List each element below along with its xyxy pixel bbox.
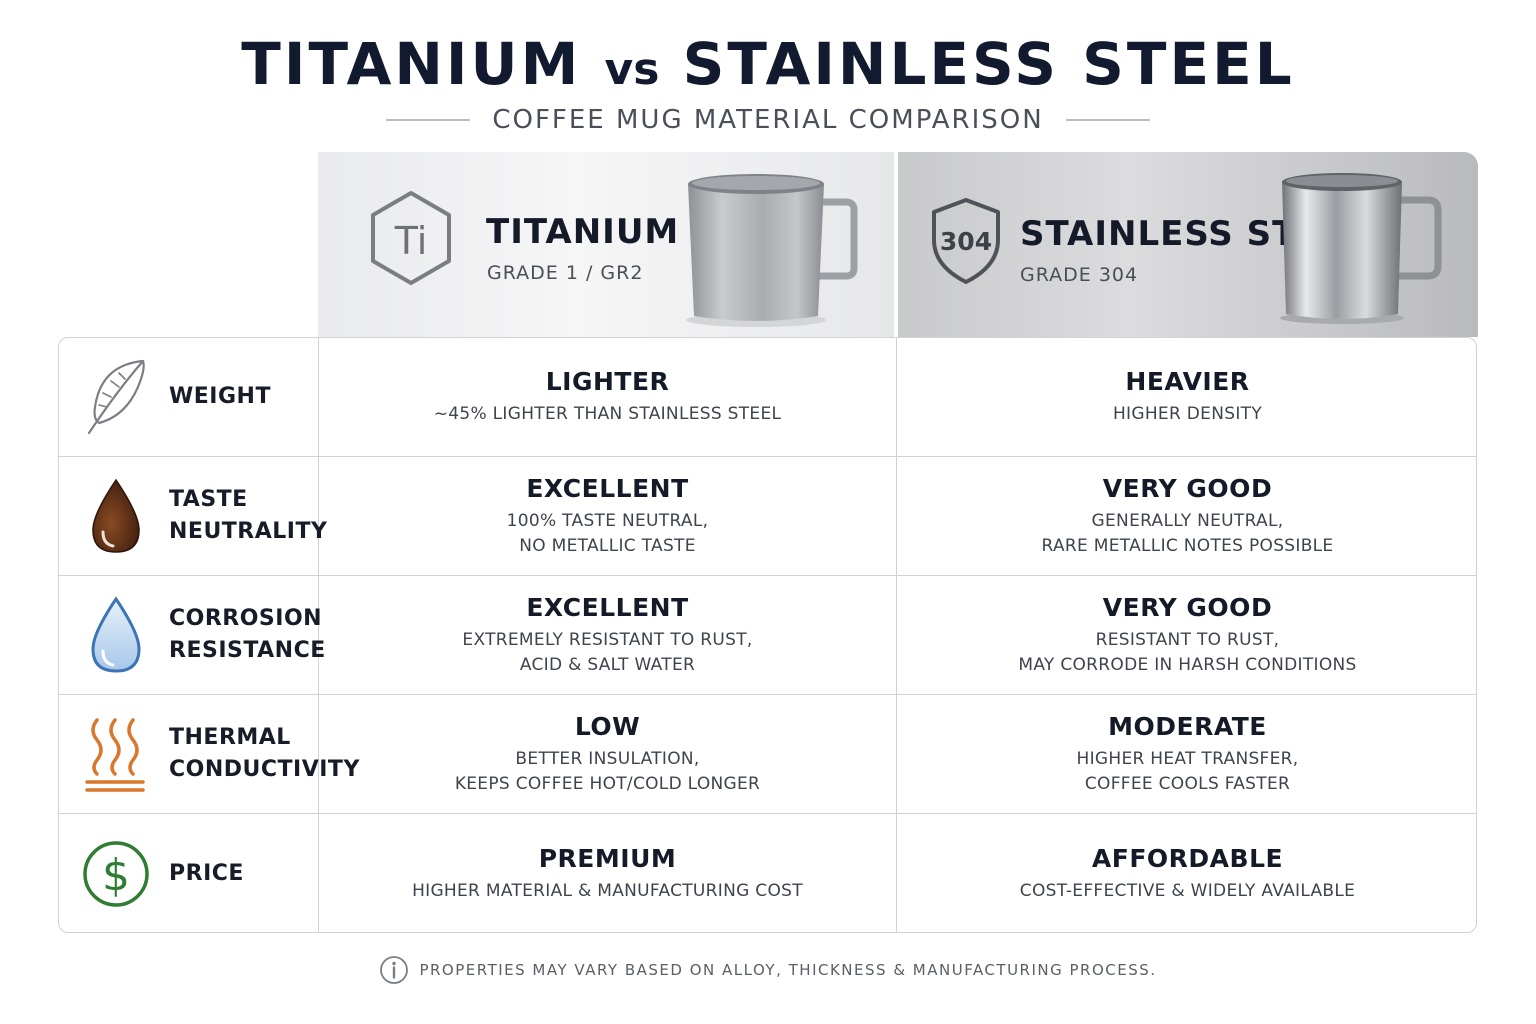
titanium-name: TITANIUM <box>486 212 680 252</box>
title-titanium: TITANIUM <box>241 30 582 98</box>
property-label: WEIGHT <box>169 384 271 409</box>
info-icon <box>380 956 409 984</box>
heat-waves-icon <box>85 718 145 792</box>
page-subtitle: COFFEE MUG MATERIAL COMPARISON <box>492 105 1044 135</box>
property-label: TASTE NEUTRALITY <box>169 487 328 544</box>
stainless-value-cell: HEAVIER HIGHER DENSITY <box>897 338 1476 456</box>
table-row-corrosion-resistance: CORROSION RESISTANCE EXCELLENT EXTREMELY… <box>59 576 1476 695</box>
titanium-rating: PREMIUM <box>538 844 677 873</box>
stainless-detail: HIGHER HEAT TRANSFER, COFFEE COOLS FASTE… <box>1076 748 1299 794</box>
titanium-detail: 100% TASTE NEUTRAL, NO METALLIC TASTE <box>506 510 709 556</box>
stainless-rating: MODERATE <box>1108 711 1267 741</box>
stainless-detail: HIGHER DENSITY <box>1112 404 1263 424</box>
property-cell: TASTE NEUTRALITY <box>59 457 327 575</box>
comparison-table: WEIGHT LIGHTER ~45% LIGHTER THAN STAINLE… <box>58 337 1477 933</box>
subtitle-divider-left <box>386 119 471 121</box>
svg-text:$: $ <box>102 850 130 901</box>
property-label: THERMAL CONDUCTIVITY <box>169 725 360 782</box>
title-stainless: STAINLESS STEEL <box>682 30 1295 98</box>
stainless-rating: VERY GOOD <box>1102 592 1273 622</box>
titanium-hexagon-icon: Ti <box>371 191 451 285</box>
header-titanium: Ti TITANIUM GRADE 1 / GR2 <box>318 152 894 337</box>
stainless-detail: GENERALLY NEUTRAL, RARE METALLIC NOTES P… <box>1041 510 1334 556</box>
coffee-drop-icon <box>92 478 140 553</box>
water-drop-icon <box>91 596 141 673</box>
property-cell: THERMAL CONDUCTIVITY <box>59 695 359 813</box>
titanium-detail: BETTER INSULATION, KEEPS COFFEE HOT/COLD… <box>454 748 761 794</box>
title-vs: vs <box>604 44 660 95</box>
property-cell: WEIGHT <box>59 338 319 456</box>
table-row-thermal-conductivity: THERMAL CONDUCTIVITY LOW BETTER INSULATI… <box>59 695 1476 814</box>
titanium-value-cell: LIGHTER ~45% LIGHTER THAN STAINLESS STEE… <box>319 338 897 456</box>
property-label: CORROSION RESISTANCE <box>169 606 326 663</box>
table-row-taste-neutrality: TASTE NEUTRALITY EXCELLENT 100% TASTE NE… <box>59 457 1476 576</box>
feather-icon <box>87 359 145 435</box>
stainless-badge-text: 304 <box>940 227 992 256</box>
stainless-value-cell: AFFORDABLE COST-EFFECTIVE & WIDELY AVAIL… <box>897 814 1476 932</box>
titanium-mug-image <box>686 174 858 327</box>
footnote-text: PROPERTIES MAY VARY BASED ON ALLOY, THIC… <box>419 961 1157 979</box>
titanium-value-cell: EXCELLENT 100% TASTE NEUTRAL, NO METALLI… <box>319 457 897 575</box>
property-label: PRICE <box>169 861 244 886</box>
property-cell: $ PRICE <box>59 814 319 932</box>
table-row-weight: WEIGHT LIGHTER ~45% LIGHTER THAN STAINLE… <box>59 338 1476 457</box>
subtitle-divider-right <box>1065 119 1150 121</box>
titanium-rating: LOW <box>574 711 641 741</box>
titanium-grade: GRADE 1 / GR2 <box>487 262 644 284</box>
stainless-rating: HEAVIER <box>1125 367 1250 396</box>
footnote: PROPERTIES MAY VARY BASED ON ALLOY, THIC… <box>0 955 1536 985</box>
titanium-rating: EXCELLENT <box>526 592 689 622</box>
dollar-icon: $ <box>83 841 149 907</box>
header-stainless-steel: 304 STAINLESS STEEL GRADE 304 <box>898 152 1478 337</box>
stainless-rating: VERY GOOD <box>1102 473 1273 503</box>
stainless-value-cell: VERY GOOD RESISTANT TO RUST, MAY CORRODE… <box>897 576 1476 694</box>
titanium-detail: EXTREMELY RESISTANT TO RUST, ACID & SALT… <box>462 629 753 675</box>
subtitle-row: COFFEE MUG MATERIAL COMPARISON <box>0 102 1536 138</box>
stainless-shield-icon: 304 <box>932 198 1000 284</box>
titanium-detail: HIGHER MATERIAL & MANUFACTURING COST <box>412 881 803 901</box>
page-title: TITANIUM vs STAINLESS STEEL <box>0 30 1536 98</box>
stainless-mug-image <box>1280 173 1442 324</box>
titanium-value-cell: EXCELLENT EXTREMELY RESISTANT TO RUST, A… <box>319 576 897 694</box>
titanium-detail: ~45% LIGHTER THAN STAINLESS STEEL <box>433 404 782 424</box>
stainless-rating: AFFORDABLE <box>1091 844 1284 873</box>
stainless-detail: COST-EFFECTIVE & WIDELY AVAILABLE <box>1019 881 1356 901</box>
stainless-detail: RESISTANT TO RUST, MAY CORRODE IN HARSH … <box>1018 629 1357 675</box>
stainless-grade: GRADE 304 <box>1020 264 1139 286</box>
stainless-value-cell: VERY GOOD GENERALLY NEUTRAL, RARE METALL… <box>897 457 1476 575</box>
titanium-value-cell: PREMIUM HIGHER MATERIAL & MANUFACTURING … <box>319 814 897 932</box>
titanium-rating: LIGHTER <box>545 367 670 396</box>
property-cell: CORROSION RESISTANCE <box>59 576 325 694</box>
table-row-price: $ PRICE PREMIUM HIGHER MATERIAL & MANUFA… <box>59 814 1476 932</box>
titanium-badge-text: Ti <box>394 219 428 263</box>
titanium-value-cell: LOW BETTER INSULATION, KEEPS COFFEE HOT/… <box>319 695 897 813</box>
titanium-rating: EXCELLENT <box>526 473 689 503</box>
stainless-value-cell: MODERATE HIGHER HEAT TRANSFER, COFFEE CO… <box>897 695 1476 813</box>
